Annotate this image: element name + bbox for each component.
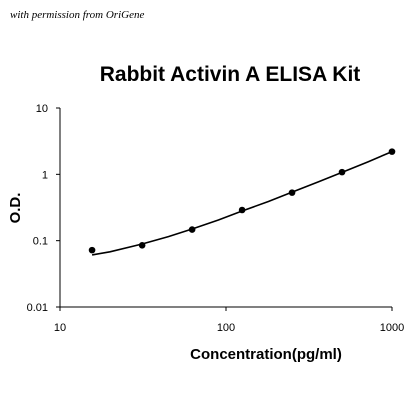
data-point <box>88 246 96 254</box>
chart-title: Rabbit Activin A ELISA Kit <box>99 63 361 86</box>
y-axis-title: O.D. <box>7 193 24 224</box>
x-tick-label: 100 <box>217 322 235 334</box>
fit-curve <box>91 150 393 256</box>
x-ticks: 10 100 1000 <box>54 307 404 334</box>
y-ticks: 0.01 0.1 1 10 <box>27 103 60 314</box>
data-point <box>338 168 346 176</box>
y-tick-label: 1 <box>42 169 48 181</box>
x-axis-title: Concentration(pg/ml) <box>190 346 342 363</box>
x-tick-label: 1000 <box>380 322 404 334</box>
y-tick-label: 10 <box>36 103 48 115</box>
data-point <box>388 148 396 155</box>
data-point <box>188 226 196 233</box>
y-tick-label: 0.01 <box>27 302 48 314</box>
data-point <box>238 206 246 214</box>
y-tick-label: 0.1 <box>33 236 48 248</box>
data-points-layer <box>88 148 396 254</box>
data-point <box>138 242 146 249</box>
data-point <box>288 189 296 196</box>
credit-note: with permission from OriGene <box>10 9 145 21</box>
fit-curve-layer <box>91 150 393 256</box>
x-tick-label: 10 <box>54 322 66 334</box>
